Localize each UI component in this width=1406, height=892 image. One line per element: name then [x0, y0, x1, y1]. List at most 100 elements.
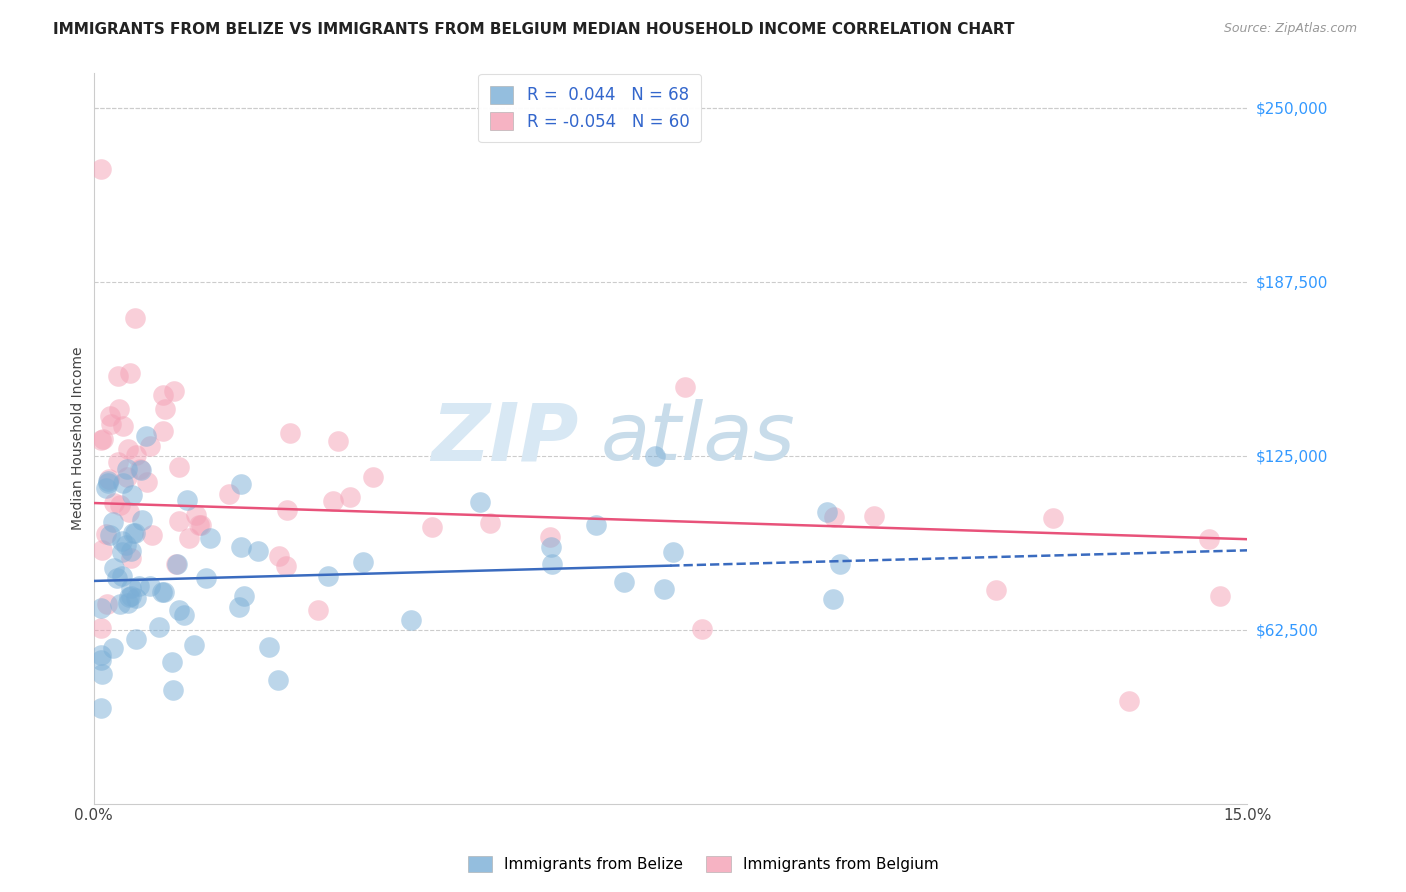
Point: [318, 569, 340, 583]
Point: [229, 540, 252, 554]
Point: [152, 424, 174, 438]
Point: [198, 531, 221, 545]
Point: [128, 579, 150, 593]
Point: [613, 574, 636, 589]
Point: [110, 597, 132, 611]
Point: [118, 591, 141, 605]
Point: [121, 488, 143, 502]
Point: [307, 603, 329, 617]
Text: IMMIGRANTS FROM BELIZE VS IMMIGRANTS FROM BELGIUM MEDIAN HOUSEHOLD INCOME CORREL: IMMIGRANTS FROM BELIZE VS IMMIGRANTS FRO…: [53, 22, 1015, 37]
Point: [120, 551, 142, 566]
Point: [276, 503, 298, 517]
Point: [162, 683, 184, 698]
Point: [124, 311, 146, 326]
Point: [352, 555, 374, 569]
Point: [120, 366, 142, 380]
Point: [97, 475, 120, 490]
Point: [108, 498, 131, 512]
Point: [1209, 589, 1232, 603]
Point: [863, 508, 886, 523]
Point: [167, 603, 190, 617]
Point: [124, 526, 146, 541]
Point: [276, 559, 298, 574]
Point: [267, 673, 290, 688]
Point: [160, 655, 183, 669]
Point: [125, 632, 148, 646]
Point: [422, 519, 444, 533]
Point: [117, 442, 139, 456]
Point: [90, 161, 112, 176]
Point: [117, 596, 139, 610]
Point: [186, 508, 208, 522]
Point: [232, 589, 254, 603]
Point: [194, 571, 217, 585]
Point: [136, 475, 159, 489]
Text: Source: ZipAtlas.com: Source: ZipAtlas.com: [1223, 22, 1357, 36]
Point: [823, 592, 845, 607]
Point: [120, 543, 142, 558]
Point: [152, 388, 174, 402]
Point: [1042, 510, 1064, 524]
Point: [183, 639, 205, 653]
Point: [90, 653, 112, 667]
Point: [468, 495, 491, 509]
Point: [815, 505, 838, 519]
Point: [94, 527, 117, 541]
Point: [176, 493, 198, 508]
Point: [141, 528, 163, 542]
Point: [90, 601, 112, 615]
Text: atlas: atlas: [602, 400, 796, 477]
Point: [115, 470, 138, 484]
Point: [120, 589, 142, 603]
Point: [326, 434, 349, 449]
Point: [278, 426, 301, 441]
Point: [190, 518, 212, 533]
Point: [339, 490, 361, 504]
Point: [399, 613, 422, 627]
Point: [135, 429, 157, 443]
Legend: R =  0.044   N = 68, R = -0.054   N = 60: R = 0.044 N = 68, R = -0.054 N = 60: [478, 74, 702, 142]
Point: [1118, 694, 1140, 708]
Point: [187, 518, 209, 533]
Point: [100, 417, 122, 431]
Point: [107, 455, 129, 469]
Point: [538, 530, 561, 544]
Point: [644, 449, 666, 463]
Point: [101, 641, 124, 656]
Point: [247, 544, 270, 558]
Point: [257, 640, 280, 654]
Point: [103, 496, 125, 510]
Point: [112, 476, 135, 491]
Point: [231, 477, 253, 491]
Point: [98, 409, 121, 424]
Point: [218, 487, 240, 501]
Point: [173, 607, 195, 622]
Point: [585, 518, 607, 533]
Point: [139, 579, 162, 593]
Point: [661, 544, 683, 558]
Point: [828, 557, 851, 571]
Point: [122, 526, 145, 541]
Point: [90, 434, 112, 448]
Point: [692, 623, 714, 637]
Point: [165, 558, 187, 572]
Point: [1198, 532, 1220, 546]
Point: [128, 462, 150, 476]
Point: [97, 475, 120, 489]
Text: ZIP: ZIP: [430, 400, 578, 477]
Point: [111, 419, 134, 434]
Point: [673, 380, 696, 394]
Point: [125, 448, 148, 462]
Point: [107, 368, 129, 383]
Point: [90, 648, 112, 662]
Point: [361, 470, 384, 484]
Point: [120, 581, 142, 595]
Point: [148, 620, 170, 634]
Point: [93, 432, 115, 446]
Point: [652, 582, 675, 597]
Point: [117, 462, 139, 476]
Point: [322, 493, 344, 508]
Point: [91, 667, 114, 681]
Point: [96, 597, 118, 611]
Point: [90, 620, 112, 634]
